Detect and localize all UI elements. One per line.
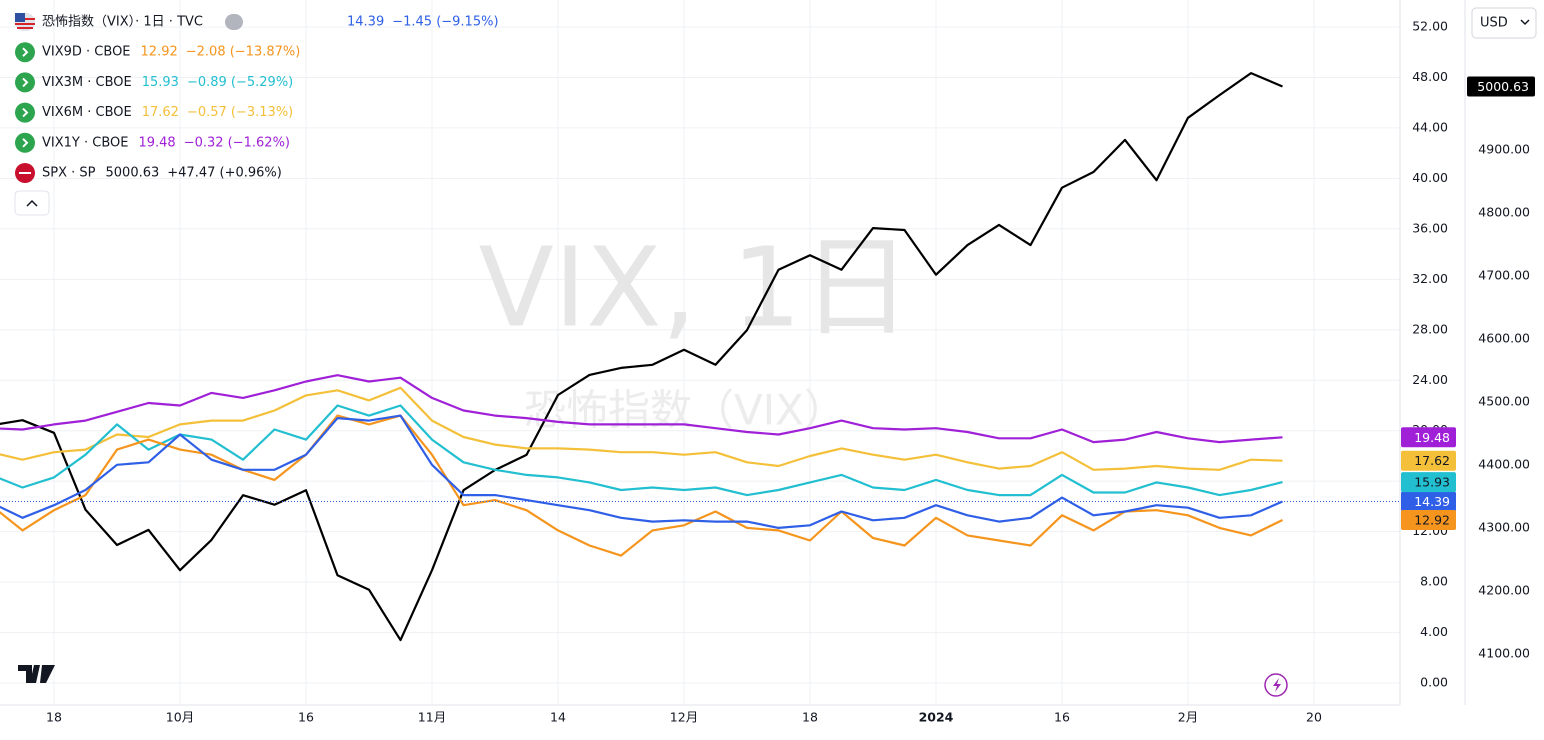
symbol-icon [15,102,35,123]
price-tag-label: 5000.63 [1477,79,1529,94]
visibility-toggle [224,14,243,30]
y-tick-label: 48.00 [1412,69,1448,84]
x-tick-label: 14 [550,710,566,725]
x-tick-label: 2024 [919,710,954,725]
lightning-icon [1273,678,1281,692]
price-tag [1401,472,1456,493]
grid [0,0,1400,705]
currency[interactable]: USD [1480,16,1508,31]
x-tick-label: 11月 [418,710,446,725]
legend-name: VIX3M · CBOE [42,75,132,90]
legend-value: 15.93 [142,75,179,90]
x-tick-label: 20 [1306,710,1322,725]
y-tick-label: 52.00 [1412,18,1448,33]
price-tag [1401,510,1456,531]
series-line [0,386,1283,471]
collapse-button[interactable] [14,190,50,216]
y2-tick-label: 4700.00 [1478,267,1530,282]
y-tick-label: 32.00 [1412,271,1448,286]
legend-value: 17.62 [142,105,179,120]
y2-tick-label: 4600.00 [1478,330,1530,345]
currency-button[interactable] [1471,7,1537,39]
legend-change: −0.57 (−3.13%) [187,105,293,120]
legend-change: +47.47 (+0.96%) [167,166,282,181]
y2-tick-label: 4800.00 [1478,204,1530,219]
x-tick-label: 10月 [166,710,194,725]
symbol-icon-mark [22,77,29,88]
symbol-icon-mark [22,138,29,148]
legend-name: VIX1Y · CBOE [42,135,128,150]
symbol-icon [15,42,35,63]
dropdown-arrow [1520,19,1530,26]
series-line [0,414,1283,529]
y-tick-label: 24.00 [1412,372,1448,387]
legend-value: 19.48 [138,135,175,150]
x-tick-label: 2月 [1178,710,1198,725]
y-tick-label: 36.00 [1412,220,1448,235]
price-tag [1401,450,1456,471]
legend-name: VIX6M · CBOE [42,105,132,120]
legend-value: 5000.63 [106,166,160,181]
price-tag [1401,491,1456,512]
x-tick-label: 12月 [670,710,698,725]
y2-tick-label: 4400.00 [1478,456,1530,471]
watermark: VIX, 1日 [479,223,912,351]
y-tick-label: 4.00 [1420,624,1448,639]
price-tag [1401,427,1456,448]
price-tag-label: 19.48 [1414,430,1450,445]
symbol-icon [15,132,35,153]
y-tick-label: 28.00 [1412,321,1448,336]
price-tag-label: 12.92 [1414,513,1450,528]
x-tick-label: 16 [1054,710,1070,725]
flag-canton [15,13,25,22]
symbol-icon [15,72,35,93]
x-tick-label: 18 [46,710,62,725]
y2-tick-label: 4500.00 [1478,393,1530,408]
legend: 恐怖指数（VIX）· 1日 · TVC 14.39 −1.45 (−9.15%) VI… [15,13,499,183]
y2-tick-label: 4100.00 [1478,645,1530,660]
y-tick-label: 8.00 [1420,574,1448,589]
x-tick-label: 18 [802,710,818,725]
y2-tick-label: 4300.00 [1478,519,1530,534]
legend-name: SPX · SP [42,166,96,181]
legend-name: VIX9D · CBOE [42,45,131,60]
y-tick-label: 40.00 [1412,170,1448,185]
x-tick-label: 16 [298,710,314,725]
price-tag-label: 14.39 [1414,494,1450,509]
series-line [0,374,1283,444]
tv-logo [18,665,55,683]
series-line [0,72,1283,642]
legend-value: 12.92 [141,45,178,60]
watermark-subtitle: 恐怖指数（VIX） [524,386,846,435]
price-tag-label: 17.62 [1414,453,1450,468]
series-line [0,404,1283,497]
y-tick-label: 44.00 [1412,119,1448,134]
legend-change: −1.45 (−9.15%) [392,15,498,30]
legend-change: −0.89 (−5.29%) [187,75,293,90]
y2-tick-label: 4200.00 [1478,582,1530,597]
y2-tick-label: 4900.00 [1478,141,1530,156]
symbol-icon-mark [22,47,29,57]
plot [0,72,1283,642]
series-line [0,414,1283,557]
price-tag [1467,76,1535,97]
lightning-button[interactable] [1264,673,1288,697]
legend-name: 恐怖指数（VIX）· 1日 · TVC [42,14,203,30]
symbol-icon-mark [22,107,29,118]
legend-value: 14.39 [347,15,384,30]
collapse-icon [26,199,38,207]
legend-change: −0.32 (−1.62%) [184,135,290,150]
y-tick-label: 0.00 [1420,675,1448,690]
legend-change: −2.08 (−13.87%) [186,45,301,60]
price-tag-label: 15.93 [1414,475,1450,490]
